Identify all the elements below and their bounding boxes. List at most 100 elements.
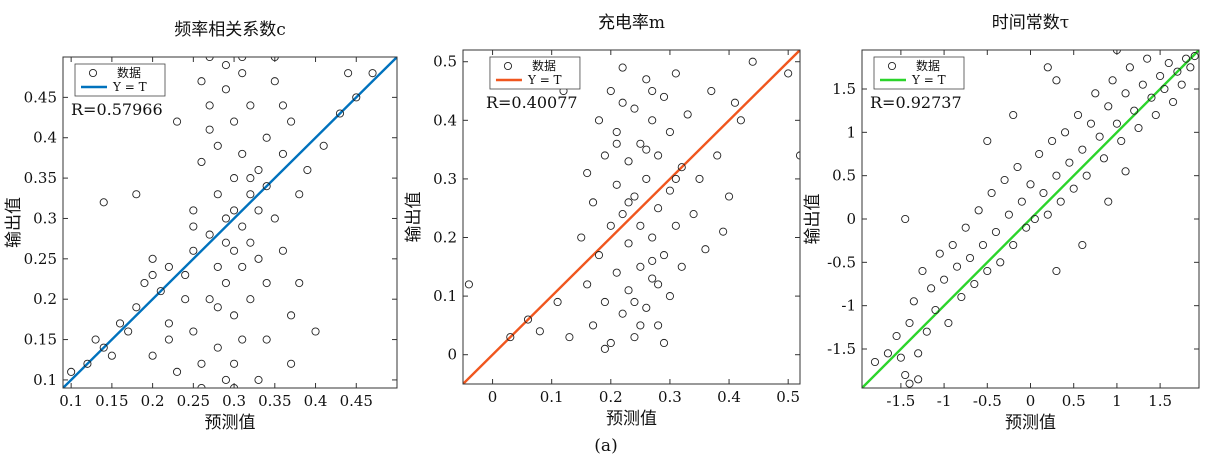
data-point [523,315,533,324]
data-point [156,287,165,296]
data-point [246,174,255,183]
data-point [701,245,710,254]
data-point [957,292,966,302]
data-point [278,149,288,158]
data-point [148,254,157,263]
data-point [1056,197,1065,206]
data-point [164,319,173,328]
data-point [238,149,247,158]
data-point [1052,171,1061,180]
data-point [344,69,353,78]
legend-marker-data [887,61,897,71]
data-point [944,318,953,328]
data-point [606,221,615,230]
data-point [83,359,92,368]
data-point [1009,240,1018,250]
y-tick-label: 0.4 [33,129,57,147]
x-tick-label: 0.1 [59,392,83,410]
data-point [948,240,957,250]
data-point [246,295,255,304]
data-point [1164,58,1173,68]
data-point [287,359,296,368]
data-point [901,370,910,380]
data-point [164,335,173,344]
data-point [303,165,312,175]
data-point [922,327,931,336]
data-point [654,280,663,289]
data-point [624,157,633,166]
data-point [148,351,157,360]
data-point [896,353,905,362]
y-tick-label: 0.35 [24,169,57,187]
chart-panel-2: 0 0.1 0.2 0.3 0.4 0.5 0 0.1 0.2 0.3 0.4 0.5 充电率m 预测值 输… [404,13,801,429]
data-point [246,190,255,199]
data-point [654,321,663,330]
data-point [784,69,793,78]
x-axis-label: 预测值 [1005,413,1056,433]
data-point [189,206,198,215]
data-point [1043,210,1052,219]
legend-label-data: 数据 [916,58,940,73]
y-tick-label: 0.4 [433,111,457,129]
data-point [905,318,914,328]
chart-panels: 0.1 0.15 0.2 0.25 0.3 0.35 0.4 0.45 0.1 0.15 0.2 0.… [4,13,1200,433]
data-point [1043,63,1052,72]
data-point [553,297,562,307]
data-point [181,295,190,304]
data-point [1030,214,1039,224]
y-tick-label: 0.5 [433,53,457,71]
data-point [1065,158,1074,167]
data-point [254,165,263,175]
data-point [213,303,222,312]
legend: 数据Y = T [74,63,166,97]
data-point [221,375,230,384]
data-point [1000,175,1009,185]
data-point [1181,54,1191,63]
data-point [1026,180,1035,189]
data-point [262,133,271,142]
y-tick-label: 0 [846,210,856,228]
data-point [172,367,182,376]
data-point [624,286,633,295]
data-point [905,379,914,388]
data-point [1004,210,1013,219]
legend-label-fit: Y = T [112,80,147,94]
data-point [213,343,222,352]
x-tick-label: -1.5 [886,392,915,410]
data-point [707,86,716,96]
data-point [115,319,125,328]
data-point [606,86,615,96]
x-tick-label: 0 [1026,392,1036,410]
data-point [352,93,361,102]
chart-title: 充电率m [598,13,665,33]
data-point [230,206,239,215]
data-point [648,116,657,125]
x-tick-label: 0.3 [658,388,682,406]
x-tick-label: 0.45 [340,392,373,410]
x-tick-label: -0.5 [973,392,1002,410]
data-markers [464,57,800,353]
chart-panel-1: 0.1 0.15 0.2 0.25 0.3 0.35 0.4 0.45 0.1 0.15 0.2 0.… [4,20,398,433]
data-point [213,262,222,271]
data-point [1086,119,1096,128]
data-point [636,221,645,230]
data-point [594,116,604,125]
data-point [677,163,686,172]
data-point [648,86,657,96]
data-point [221,214,230,223]
data-point [1151,110,1160,120]
data-point [618,309,627,318]
data-point [189,246,198,255]
x-tick-label: 0 [488,388,498,406]
data-point [287,117,296,126]
legend-box [873,56,965,90]
data-point [642,145,651,154]
data-point [238,335,247,344]
data-point [230,246,239,255]
data-point [659,338,669,348]
legend: 数据Y = T [873,56,965,90]
y-tick-label: 0.5 [832,167,856,185]
data-point [238,262,247,271]
data-point [927,284,936,293]
data-point [1017,197,1026,206]
